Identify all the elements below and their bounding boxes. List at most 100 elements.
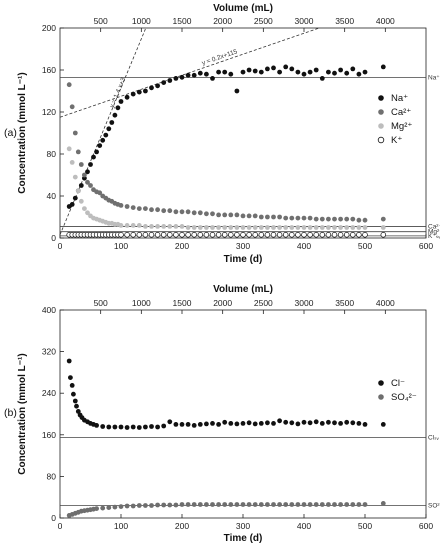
- data-point: [289, 66, 295, 72]
- fit-line-label: y = 1.4 x+3: [109, 76, 128, 109]
- data-point: [301, 232, 307, 238]
- data-point: [356, 71, 362, 77]
- data-point: [344, 70, 350, 76]
- data-point: [94, 423, 99, 428]
- panel-label-a: (a): [4, 127, 17, 139]
- data-point: [78, 183, 84, 188]
- data-point: [88, 183, 93, 188]
- data-point: [234, 225, 240, 230]
- data-point: [301, 502, 307, 507]
- top-tick-label: 500: [94, 16, 108, 26]
- fit-line-label: y = 0.2x+115: [201, 48, 239, 67]
- data-point: [85, 210, 90, 216]
- data-point: [380, 225, 386, 230]
- data-point: [234, 502, 240, 507]
- data-point: [185, 209, 191, 215]
- data-point: [344, 225, 350, 230]
- data-point: [204, 502, 209, 507]
- data-point: [289, 420, 295, 426]
- data-point: [203, 232, 210, 238]
- data-point: [277, 502, 282, 507]
- data-point: [332, 225, 337, 230]
- data-point: [130, 232, 136, 238]
- fit-lines-a: y = 1.4 x+3 y = 0.2x+115: [59, 27, 320, 236]
- data-point: [124, 232, 130, 238]
- data-point: [197, 210, 203, 216]
- data-point: [362, 502, 368, 507]
- data-point: [72, 174, 78, 180]
- data-point: [100, 505, 106, 511]
- top-tick-label: 1000: [132, 298, 151, 308]
- reference-line-label: Na⁺ₛᵥ: [428, 74, 440, 81]
- data-point: [307, 232, 313, 238]
- data-point: [210, 225, 215, 230]
- y-tick-label: 200: [42, 23, 56, 33]
- data-point: [94, 149, 99, 155]
- data-point: [283, 64, 289, 70]
- data-point: [246, 232, 252, 238]
- data-point: [319, 216, 325, 222]
- data-point: [149, 85, 154, 91]
- data-point: [258, 232, 265, 238]
- data-point: [362, 232, 368, 238]
- data-point: [143, 88, 148, 94]
- data-point: [94, 506, 99, 511]
- data-point: [380, 422, 386, 427]
- data-point: [222, 69, 228, 75]
- data-point: [234, 212, 240, 218]
- data-point: [69, 160, 75, 165]
- data-point: [143, 503, 148, 508]
- data-point: [97, 190, 103, 196]
- data-point: [154, 232, 161, 238]
- top-tick-label: 2500: [254, 298, 273, 308]
- data-point: [124, 223, 130, 228]
- top-axis-label-a: Volume (mL): [213, 3, 273, 14]
- data-point: [295, 232, 301, 238]
- data-point: [210, 502, 215, 507]
- top-tick-label: 1500: [173, 298, 192, 308]
- legend-b: Cl⁻ SO₄²⁻: [378, 378, 417, 403]
- data-point: [118, 232, 124, 238]
- data-point: [136, 503, 142, 508]
- data-point: [228, 212, 234, 218]
- top-axis-label-b: Volume (mL): [213, 284, 273, 295]
- data-point: [124, 94, 130, 100]
- data-point: [350, 232, 356, 238]
- data-point: [216, 422, 222, 427]
- data-point: [356, 421, 362, 426]
- data-point: [380, 232, 387, 238]
- data-point: [240, 502, 246, 507]
- data-point: [72, 398, 78, 404]
- data-point: [167, 502, 173, 508]
- data-point: [271, 502, 276, 507]
- data-point: [228, 421, 234, 426]
- data-point: [167, 78, 173, 83]
- legend-label: Mg²⁺: [391, 121, 412, 132]
- data-point: [191, 225, 197, 230]
- data-point: [197, 422, 203, 427]
- y-tick-label: 400: [42, 305, 56, 315]
- data-point: [160, 232, 167, 238]
- data-point: [210, 211, 215, 217]
- data-point: [289, 232, 295, 238]
- data-point: [191, 232, 197, 238]
- data-point: [204, 211, 209, 217]
- data-point: [252, 232, 258, 238]
- data-point: [216, 225, 222, 230]
- data-point: [307, 215, 313, 221]
- data-point: [338, 67, 343, 73]
- data-point: [112, 504, 118, 510]
- data-point: [338, 216, 343, 222]
- data-point: [271, 421, 276, 426]
- data-point: [78, 198, 84, 204]
- data-point: [161, 502, 167, 508]
- data-point: [179, 502, 185, 507]
- data-point: [100, 424, 106, 429]
- x-tick-label: 0: [58, 241, 63, 251]
- data-point: [191, 423, 197, 428]
- data-point: [97, 143, 103, 149]
- data-point: [204, 71, 209, 77]
- data-point: [155, 83, 161, 89]
- data-point: [246, 420, 252, 426]
- data-point: [313, 232, 319, 238]
